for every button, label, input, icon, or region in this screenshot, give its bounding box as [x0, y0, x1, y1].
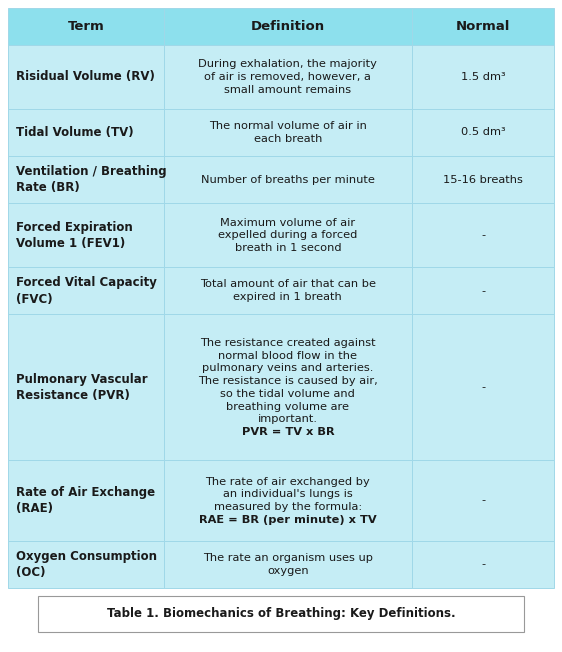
Text: an individual's lungs is: an individual's lungs is	[223, 489, 353, 499]
Text: each breath: each breath	[253, 134, 322, 144]
Bar	[412, 156, 554, 203]
Text: Ventilation / Breathing
Rate (BR): Ventilation / Breathing Rate (BR)	[16, 165, 166, 194]
Bar	[38, 596, 524, 632]
Bar	[8, 156, 164, 203]
Text: The normal volume of air in: The normal volume of air in	[209, 121, 367, 131]
Bar	[412, 45, 554, 109]
Text: The resistance is caused by air,: The resistance is caused by air,	[198, 376, 378, 386]
Bar	[412, 267, 554, 314]
Text: Forced Expiration
Volume 1 (FEV1): Forced Expiration Volume 1 (FEV1)	[16, 220, 133, 250]
Text: RAE = BR (per minute) x TV: RAE = BR (per minute) x TV	[199, 514, 377, 525]
Text: The rate of air exchanged by: The rate of air exchanged by	[206, 477, 370, 486]
Bar	[164, 460, 412, 541]
Text: expired in 1 breath: expired in 1 breath	[233, 292, 342, 302]
Bar	[412, 8, 554, 45]
Text: 1.5 dm³: 1.5 dm³	[461, 72, 505, 82]
Text: small amount remains: small amount remains	[224, 85, 351, 95]
Text: Normal: Normal	[456, 20, 510, 33]
Text: Pulmonary Vascular
Resistance (PVR): Pulmonary Vascular Resistance (PVR)	[16, 373, 148, 402]
Bar	[412, 460, 554, 541]
Text: Definition: Definition	[251, 20, 325, 33]
Bar	[8, 314, 164, 460]
Text: 0.5 dm³: 0.5 dm³	[461, 127, 505, 138]
Text: Maximum volume of air: Maximum volume of air	[220, 218, 355, 228]
Text: measured by the formula:: measured by the formula:	[214, 502, 362, 512]
Text: breathing volume are: breathing volume are	[226, 402, 350, 411]
Bar	[164, 314, 412, 460]
Bar	[164, 541, 412, 588]
Text: -: -	[481, 383, 485, 393]
Bar	[8, 45, 164, 109]
Text: Tidal Volume (TV): Tidal Volume (TV)	[16, 126, 134, 139]
Bar	[164, 156, 412, 203]
Text: Total amount of air that can be: Total amount of air that can be	[200, 280, 376, 289]
Text: During exhalation, the majority: During exhalation, the majority	[198, 59, 377, 69]
Bar	[8, 267, 164, 314]
Text: important.: important.	[258, 414, 318, 424]
Bar	[164, 267, 412, 314]
Text: -: -	[481, 559, 485, 569]
Bar	[8, 541, 164, 588]
Bar	[164, 203, 412, 267]
Text: 15-16 breaths: 15-16 breaths	[443, 175, 523, 185]
Text: Rate of Air Exchange
(RAE): Rate of Air Exchange (RAE)	[16, 486, 155, 515]
Text: Number of breaths per minute: Number of breaths per minute	[201, 175, 375, 185]
Text: pulmonary veins and arteries.: pulmonary veins and arteries.	[202, 363, 374, 374]
Text: Term: Term	[67, 20, 104, 33]
Bar	[164, 8, 412, 45]
Text: breath in 1 second: breath in 1 second	[234, 243, 341, 253]
Bar	[164, 45, 412, 109]
Text: Forced Vital Capacity
(FVC): Forced Vital Capacity (FVC)	[16, 276, 157, 306]
Bar	[412, 109, 554, 156]
Text: -: -	[481, 286, 485, 296]
Text: normal blood flow in the: normal blood flow in the	[218, 351, 357, 361]
Bar	[8, 203, 164, 267]
Bar	[8, 8, 164, 45]
Text: so the tidal volume and: so the tidal volume and	[220, 389, 355, 399]
Text: of air is removed, however, a: of air is removed, however, a	[205, 72, 371, 82]
Text: Oxygen Consumption
(OC): Oxygen Consumption (OC)	[16, 550, 157, 579]
Text: -: -	[481, 230, 485, 241]
Bar	[412, 541, 554, 588]
Bar	[412, 203, 554, 267]
Bar	[164, 109, 412, 156]
Text: The rate an organism uses up: The rate an organism uses up	[203, 553, 373, 563]
Text: Table 1. Biomechanics of Breathing: Key Definitions.: Table 1. Biomechanics of Breathing: Key …	[107, 608, 455, 621]
Text: -: -	[481, 496, 485, 505]
Text: oxygen: oxygen	[267, 566, 309, 576]
Bar	[412, 314, 554, 460]
Text: The resistance created against: The resistance created against	[200, 338, 375, 348]
Text: Risidual Volume (RV): Risidual Volume (RV)	[16, 70, 155, 83]
Bar	[8, 109, 164, 156]
Text: expelled during a forced: expelled during a forced	[218, 230, 357, 241]
Text: PVR = TV x BR: PVR = TV x BR	[242, 427, 334, 437]
Bar	[8, 460, 164, 541]
